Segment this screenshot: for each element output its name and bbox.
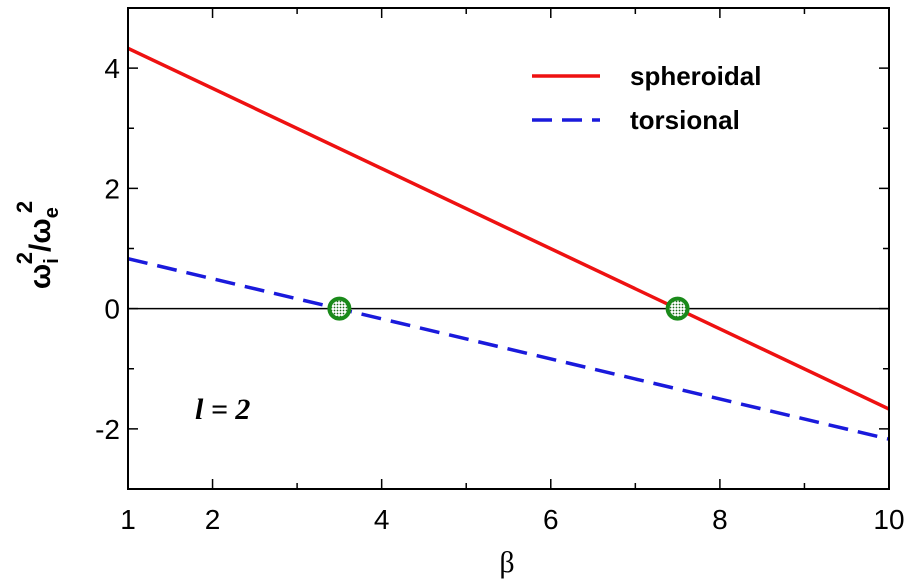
series-line-spheroidal xyxy=(128,46,889,411)
y-label-sub-i: i xyxy=(41,258,63,264)
y-tick-label: 0 xyxy=(104,294,120,325)
y-label-sup-2: 2 xyxy=(12,201,37,213)
axes: 1 2 4 6 8 10 -2 0 2 4 xyxy=(95,7,905,535)
zero-crossing-marker xyxy=(665,296,690,321)
zero-crossing-markers xyxy=(327,296,690,321)
legend-label-spheroidal: spheroidal xyxy=(630,61,761,91)
x-tick-label: 2 xyxy=(205,504,221,535)
legend: spheroidal torsional xyxy=(532,61,761,135)
x-tick-label: 1 xyxy=(120,504,136,535)
y-label-slash: / xyxy=(24,243,57,252)
y-tick-label: -2 xyxy=(95,414,120,445)
y-label-omega: ω xyxy=(24,264,57,289)
series-line-torsional xyxy=(128,257,889,441)
x-tick-label: 10 xyxy=(873,504,904,535)
svg-text:ωi2/ωe2: ωi2/ωe2 xyxy=(12,201,63,289)
plot-frame xyxy=(127,7,890,490)
x-tick-label: 8 xyxy=(712,504,728,535)
y-label-omega-2: ω xyxy=(24,218,57,243)
y-axis-label: ωi2/ωe2 xyxy=(12,201,63,289)
y-tick-label: 4 xyxy=(104,53,120,84)
series-lines xyxy=(128,46,889,441)
y-label-sub-e: e xyxy=(41,207,63,218)
zero-crossing-marker xyxy=(327,296,352,321)
x-tick-label: 6 xyxy=(543,504,559,535)
x-tick-label: 4 xyxy=(374,504,390,535)
legend-label-torsional: torsional xyxy=(630,105,740,135)
y-label-sup-1: 2 xyxy=(12,252,37,264)
annotation-l-equals-2: l = 2 xyxy=(195,393,250,426)
x-axis-label: β xyxy=(499,546,514,579)
plot-border xyxy=(127,7,890,490)
y-tick-label: 2 xyxy=(104,173,120,204)
